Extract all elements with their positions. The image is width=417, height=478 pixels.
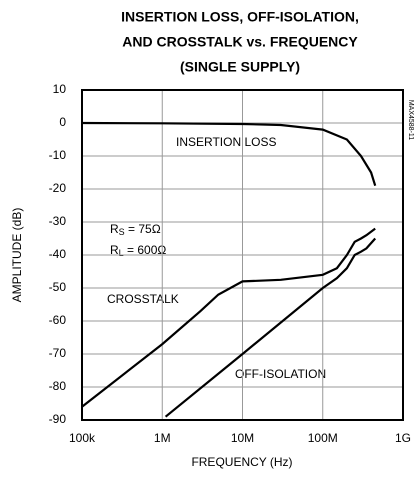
annotation-text: = 600Ω [124,243,167,257]
series-line [164,237,377,418]
y-tick-label: -40 [49,247,67,261]
annotation: RL = 600Ω [110,243,166,258]
y-tick-label: -50 [49,280,67,294]
x-axis-label: FREQUENCY (Hz) [191,455,292,469]
annotation-text: S [119,227,125,237]
y-tick-label: -80 [49,379,67,393]
plot-frame [81,89,404,421]
x-tick-label: 10M [231,431,254,445]
annotation-text: R [110,222,119,236]
x-tick-label: 1M [154,431,171,445]
y-tick-label: 10 [53,82,67,96]
series-label: CROSSTALK [107,292,179,306]
series-label: OFF-ISOLATION [235,367,326,381]
series-line [81,227,376,408]
chart-title: INSERTION LOSS, OFF-ISOLATION, [121,9,359,25]
y-tick-label: 0 [59,115,66,129]
y-tick-label: -60 [49,313,67,327]
x-tick-label: 1G [395,431,411,445]
series-label: INSERTION LOSS [176,135,276,149]
y-tick-label: -20 [49,181,67,195]
annotation: RS = 75Ω [110,222,161,237]
x-tick-label: 100k [69,431,96,445]
y-tick-label: -30 [49,214,67,228]
x-tick-label: 100M [308,431,338,445]
annotation-text: R [110,243,119,257]
y-tick-label: -90 [49,412,67,426]
series-line [81,121,377,187]
y-axis-label: AMPLITUDE (dB) [10,208,24,303]
y-tick-label: -70 [49,346,67,360]
annotation-text: L [119,248,124,258]
chart-title: (SINGLE SUPPLY) [180,59,300,75]
chart-title: AND CROSSTALK vs. FREQUENCY [122,34,358,50]
y-tick-label: -10 [49,148,67,162]
annotation-text: = 75Ω [125,222,161,236]
figure-id: MAX4588-11 [407,100,414,140]
